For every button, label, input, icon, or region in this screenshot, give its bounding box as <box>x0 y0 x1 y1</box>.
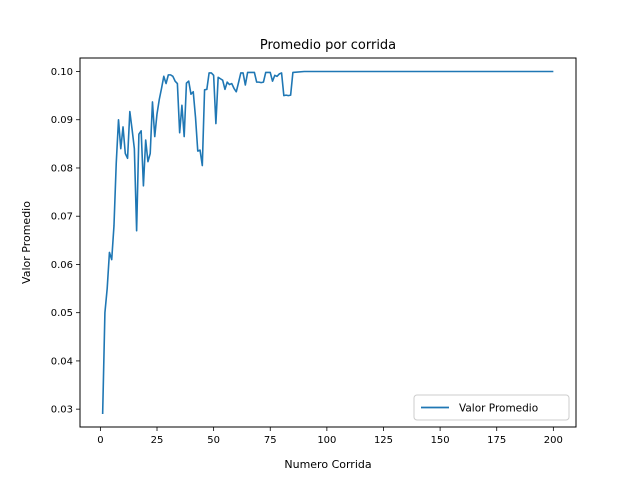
y-axis-label: Valor Promedio <box>20 201 33 284</box>
y-tick-label: 0.10 <box>51 67 73 78</box>
x-tick-label: 100 <box>317 435 336 446</box>
x-tick-label: 50 <box>207 435 220 446</box>
y-tick-label: 0.04 <box>51 356 73 367</box>
y-tick-label: 0.05 <box>51 308 73 319</box>
legend-box <box>413 394 570 421</box>
y-tick-label: 0.03 <box>51 405 73 416</box>
chart-title: Promedio por corrida <box>260 38 396 53</box>
x-axis-label: Numero Corrida <box>284 458 371 471</box>
x-tick-label: 75 <box>264 435 277 446</box>
y-tick-label: 0.08 <box>51 163 73 174</box>
y-tick-label: 0.07 <box>51 212 73 223</box>
x-tick-label: 200 <box>544 435 563 446</box>
y-tick-label: 0.06 <box>51 260 73 271</box>
y-tick-label: 0.09 <box>51 115 73 126</box>
legend: Valor Promedio <box>413 394 570 421</box>
x-axis: 0 25 50 75 100 125 150 175 200 <box>97 427 563 446</box>
y-axis: 0.03 0.04 0.05 0.06 0.07 0.08 0.09 0.10 <box>51 67 80 416</box>
x-tick-label: 150 <box>431 435 450 446</box>
plot-area <box>101 70 554 414</box>
x-tick-label: 25 <box>151 435 164 446</box>
x-tick-label: 0 <box>97 435 103 446</box>
plot-frame <box>79 57 577 428</box>
x-tick-label: 175 <box>487 435 506 446</box>
legend-label: Valor Promedio <box>459 403 538 415</box>
series-line-0 <box>101 70 554 414</box>
x-tick-label: 125 <box>374 435 393 446</box>
